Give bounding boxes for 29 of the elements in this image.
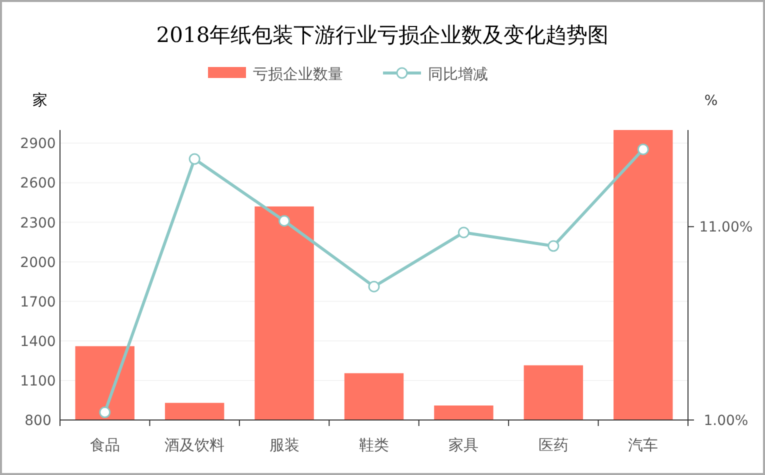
y-tick-label: 2900 — [20, 136, 56, 152]
point — [458, 226, 470, 238]
point — [99, 406, 111, 418]
y-tick-label: 1700 — [20, 294, 56, 310]
y2-tick-label: 1.00% — [704, 413, 748, 429]
x-tick-label: 鞋类 — [359, 436, 389, 454]
point — [368, 280, 380, 292]
y-tick-label: 2600 — [20, 176, 56, 192]
y-tick-label: 1400 — [20, 334, 56, 350]
chart-title: 2018年纸包装下游行业亏损企业数及变化趋势图 — [156, 23, 609, 47]
y2-tick-label: 11.00% — [699, 220, 753, 236]
y-tick-label: 800 — [24, 413, 52, 429]
x-tick-label: 医药 — [538, 436, 568, 454]
legend-label: 同比增减 — [428, 65, 488, 83]
y-axis-title: 家 — [32, 91, 48, 109]
x-tick-label: 汽车 — [628, 436, 658, 454]
legend-label: 亏损企业数量 — [253, 65, 343, 83]
x-tick-label: 酒及饮料 — [164, 436, 225, 454]
x-tick-label: 服装 — [269, 436, 300, 454]
x-tick-label: 食品 — [90, 436, 120, 454]
y2-axis-title: % — [704, 93, 718, 109]
y-tick-label: 1100 — [20, 373, 56, 390]
point — [637, 144, 649, 156]
point — [548, 240, 560, 252]
y-tick-label: 2000 — [20, 254, 56, 271]
y-tick-label: 2300 — [20, 215, 56, 232]
point — [188, 153, 200, 165]
point — [278, 215, 290, 227]
x-tick-label: 家具 — [448, 436, 479, 454]
